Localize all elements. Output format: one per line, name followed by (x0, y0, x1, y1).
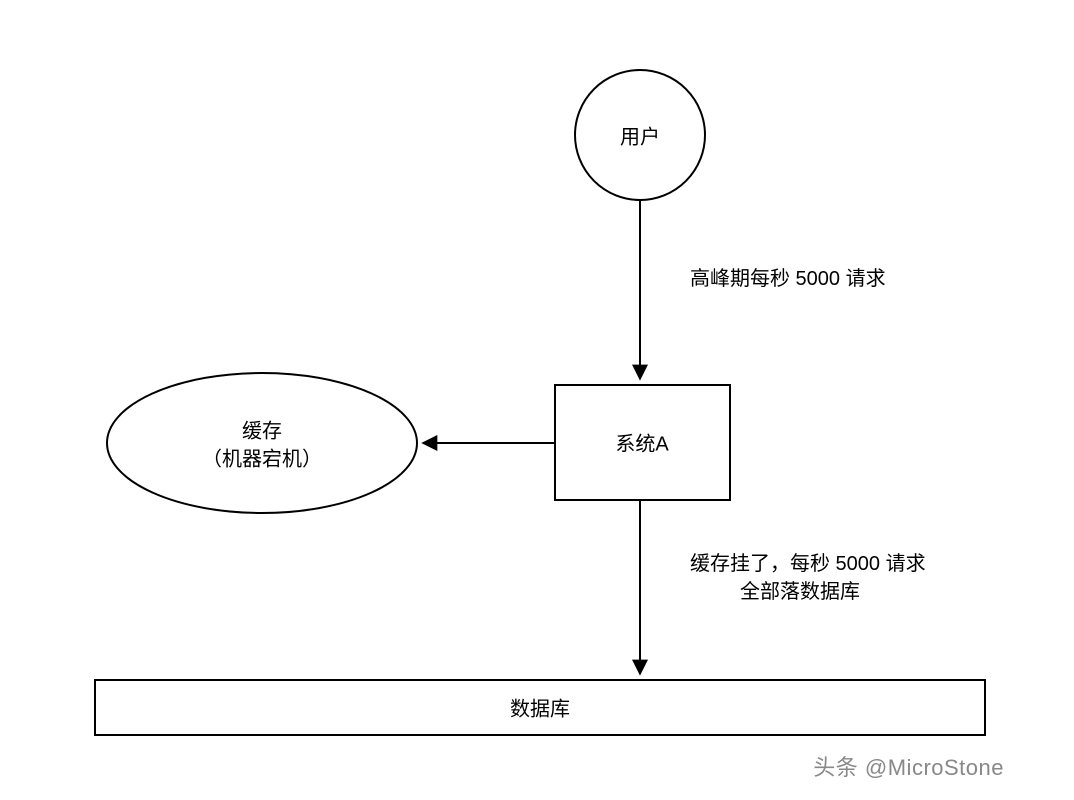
edge-system-to-db-label-1: 缓存挂了，每秒 5000 请求 (690, 552, 926, 575)
node-db-label: 数据库 (510, 697, 570, 720)
watermark: 头条 @MicroStone (813, 750, 1004, 782)
node-cache-label-2: （机器宕机） (202, 447, 322, 470)
edge-user-to-system-label: 高峰期每秒 5000 请求 (690, 267, 886, 290)
flowchart-diagram: 用户 高峰期每秒 5000 请求 系统A 缓存 （机器宕机） 缓存挂了，每秒 5… (0, 0, 1074, 800)
node-cache (107, 373, 417, 513)
edge-system-to-db-label-2: 全部落数据库 (740, 580, 860, 603)
node-cache-label-1: 缓存 (242, 419, 282, 442)
node-user-label: 用户 (620, 125, 660, 148)
node-system-label: 系统A (615, 432, 669, 455)
